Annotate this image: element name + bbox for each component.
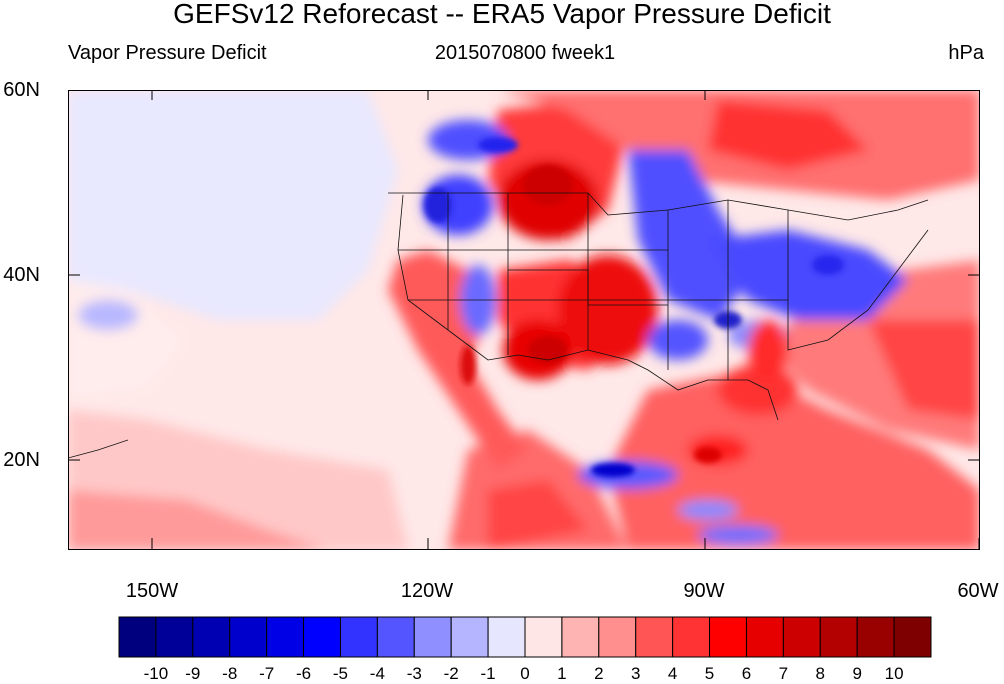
- colorbar-swatch: [487, 616, 526, 658]
- colorbar-swatch: [266, 616, 305, 658]
- contour-fill-layer: [68, 90, 980, 550]
- colorbar-swatch: [598, 616, 637, 658]
- colorbar-swatch: [376, 616, 415, 658]
- colorbar-tick-label: 8: [815, 664, 825, 683]
- units-label: hPa: [948, 42, 984, 64]
- colorbar-swatch: [819, 616, 858, 658]
- map-frame: [68, 90, 980, 550]
- colorbar-tick-label: 4: [667, 664, 678, 683]
- colorbar-swatch: [413, 616, 452, 658]
- colorbar-tick-label: -6: [295, 664, 312, 683]
- colorbar-tick-label: 10: [884, 664, 904, 683]
- colorbar-tick-label: -7: [259, 664, 275, 683]
- colorbar-tick-label: 9: [852, 664, 862, 683]
- vpd-difference-map: [68, 90, 980, 550]
- lon-label-60w: 60W: [957, 580, 999, 602]
- colorbar-swatch: [229, 616, 268, 658]
- colorbar-tick-label: -4: [369, 664, 385, 683]
- colorbar-tick-label: -10: [143, 664, 169, 683]
- lat-label-60n: 60N: [3, 79, 40, 101]
- boundary-lines: [68, 192, 929, 459]
- lon-label-120w: 120W: [400, 580, 454, 602]
- lat-label-40n: 40N: [3, 264, 40, 286]
- plot-title: GEFSv12 Reforecast -- ERA5 Vapor Pressur…: [173, 0, 831, 29]
- colorbar-swatch: [339, 616, 378, 658]
- colorbar-tick-label: -5: [332, 664, 349, 683]
- colorbar-swatch: [635, 616, 674, 658]
- colorbar-swatch: [672, 616, 711, 658]
- colorbar: [118, 616, 932, 658]
- colorbar-swatch: [192, 616, 231, 658]
- colorbar-tick-label: 7: [778, 664, 789, 683]
- colorbar-tick-label: 3: [630, 664, 641, 683]
- date-label: 2015070800 fweek1: [434, 42, 616, 64]
- colorbar-tick-label: 5: [704, 664, 715, 683]
- colorbar-swatch: [450, 616, 489, 658]
- colorbar-swatch: [893, 616, 932, 658]
- colorbar-tick-label: -9: [185, 664, 201, 683]
- colorbar-tick-label: -8: [222, 664, 238, 683]
- lon-label-90w: 90W: [683, 580, 725, 602]
- colorbar-swatch: [118, 616, 157, 658]
- lat-label-20n: 20N: [3, 449, 40, 471]
- colorbar-swatch: [303, 616, 341, 658]
- colorbar-swatch: [709, 616, 747, 658]
- colorbar-swatch: [155, 616, 194, 658]
- colorbar-tick-label: 1: [557, 664, 567, 683]
- colorbar-swatch: [782, 616, 821, 658]
- lon-label-150w: 150W: [125, 580, 179, 602]
- colorbar-tick-label: 2: [594, 664, 604, 683]
- axis-ticks: [68, 90, 980, 550]
- colorbar-tick-label: 6: [741, 664, 752, 683]
- colorbar-tick-label: -2: [443, 664, 459, 683]
- colorbar-swatch: [745, 616, 784, 658]
- colorbar-tick-label: -3: [406, 664, 422, 683]
- variable-label: Vapor Pressure Deficit: [68, 42, 267, 64]
- colorbar-swatch: [561, 616, 600, 658]
- colorbar-tick-label: 0: [520, 664, 530, 683]
- colorbar-swatch: [524, 616, 563, 658]
- colorbar-tick-label: -1: [480, 664, 496, 683]
- colorbar-swatch: [856, 616, 895, 658]
- contour-detail-layer: [424, 137, 844, 477]
